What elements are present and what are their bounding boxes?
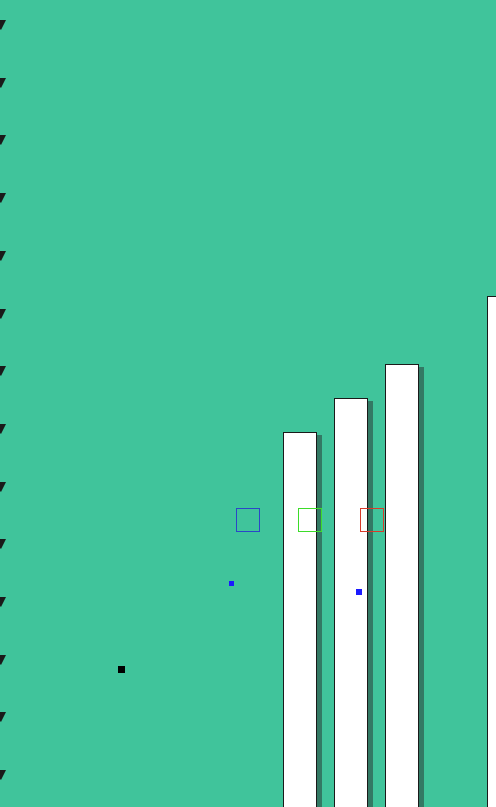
pillar-1: [283, 432, 317, 807]
edge-tick-icon: [0, 309, 6, 319]
pillar-3: [385, 364, 419, 807]
edge-tick-icon: [0, 193, 6, 203]
edge-tick-icon: [0, 251, 6, 261]
green-slot[interactable]: [298, 508, 322, 532]
edge-tick-icon: [0, 366, 6, 376]
blue-slot[interactable]: [236, 508, 260, 532]
pillar-2: [334, 398, 368, 807]
edge-tick-icon: [0, 597, 6, 607]
black-dot[interactable]: [118, 666, 125, 673]
edge-tick-icon: [0, 482, 6, 492]
edge-tick-icon: [0, 135, 6, 145]
pillar-4-partial: [487, 296, 496, 807]
edge-tick-icon: [0, 770, 6, 780]
edge-tick-icon: [0, 20, 6, 30]
edge-tick-icon: [0, 712, 6, 722]
red-slot[interactable]: [360, 508, 384, 532]
edge-tick-icon: [0, 655, 6, 665]
edge-tick-icon: [0, 539, 6, 549]
blue-dot[interactable]: [356, 589, 362, 595]
edge-tick-icon: [0, 78, 6, 88]
edge-tick-icon: [0, 424, 6, 434]
blue-dot-small[interactable]: [229, 581, 234, 586]
